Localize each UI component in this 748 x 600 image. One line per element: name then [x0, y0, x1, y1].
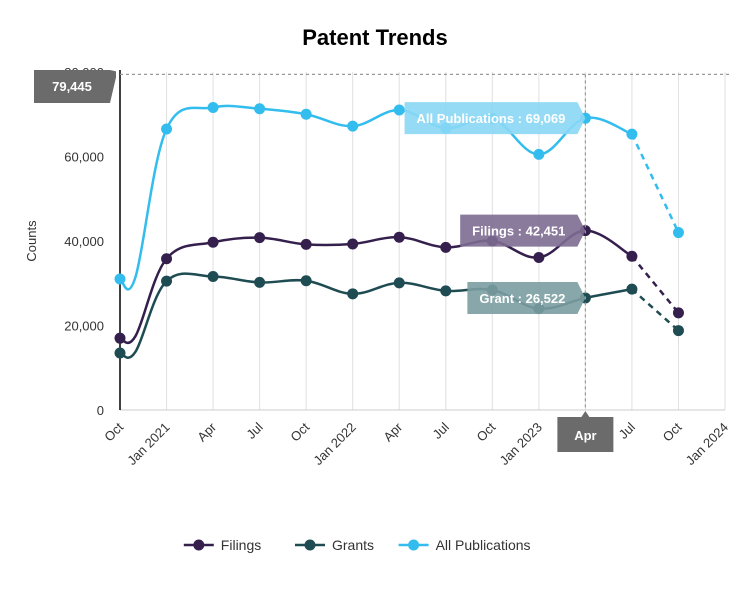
- tooltip-text: All Publications : 69,069: [417, 111, 566, 126]
- legend-swatch-marker: [193, 539, 205, 551]
- data-point: [254, 232, 266, 244]
- chart-title: Patent Trends: [302, 25, 447, 50]
- tooltip: Grant : 26,522: [467, 281, 586, 314]
- data-point: [161, 253, 173, 265]
- series-projection-line: [630, 255, 680, 314]
- data-point: [440, 285, 452, 297]
- x-tick-label: Jan 2021: [124, 420, 172, 468]
- y-tick-label: 40,000: [64, 234, 104, 249]
- x-tick-label: Jul: [243, 419, 265, 441]
- crosshair-y-label-box: [34, 70, 116, 103]
- legend-item-filings[interactable]: Filings: [183, 537, 261, 553]
- data-point: [393, 277, 405, 289]
- legend-swatch-marker: [408, 539, 420, 551]
- tooltip-box: [467, 281, 586, 314]
- crosshair-x-label-box: [557, 411, 614, 452]
- tooltip-text: Grant : 26,522: [479, 291, 565, 306]
- y-tick-label: 20,000: [64, 319, 104, 334]
- data-point: [254, 276, 266, 288]
- data-point: [114, 332, 126, 344]
- y-tick-label: 0: [97, 403, 104, 418]
- legend-swatch-marker: [304, 539, 316, 551]
- crosshair: 79,445 Apr: [34, 70, 730, 452]
- data-point: [207, 101, 219, 113]
- x-tick-label: Apr: [380, 419, 405, 444]
- data-point: [626, 250, 638, 262]
- legend-item-grants[interactable]: Grants: [295, 537, 374, 553]
- x-tick-label: Oct: [287, 419, 312, 444]
- x-tick-label: Jul: [430, 419, 452, 441]
- tooltips: All Publications : 69,069 Filings : 42,45…: [404, 102, 586, 314]
- data-point: [207, 270, 219, 282]
- x-tick-label: Apr: [194, 419, 219, 444]
- data-point: [626, 283, 638, 295]
- data-point: [533, 148, 545, 160]
- series-projection-line: [630, 133, 680, 234]
- data-point: [300, 108, 312, 120]
- series-filings: [114, 225, 684, 345]
- data-point: [626, 128, 638, 140]
- data-point: [161, 123, 173, 135]
- data-point: [207, 236, 219, 248]
- x-tick-label: Jan 2023: [497, 420, 545, 468]
- data-point: [300, 275, 312, 287]
- data-point: [347, 288, 359, 300]
- tooltip-text: Filings : 42,451: [472, 224, 565, 239]
- tooltip: Filings : 42,451: [460, 214, 586, 247]
- data-point: [114, 347, 126, 359]
- data-point: [672, 227, 684, 239]
- tooltip-box: [404, 102, 586, 135]
- x-tick-label: Jan 2024: [683, 420, 731, 468]
- data-point: [254, 103, 266, 115]
- data-point: [393, 231, 405, 243]
- data-point: [672, 325, 684, 337]
- x-tick-label: Oct: [474, 419, 499, 444]
- legend-label: Grants: [332, 537, 374, 553]
- x-tick-label: Jul: [616, 419, 638, 441]
- data-point: [440, 241, 452, 253]
- crosshair-x-label: Apr: [574, 428, 596, 443]
- series-projection-line: [631, 288, 680, 332]
- data-point: [347, 120, 359, 132]
- y-axis-title: Counts: [24, 220, 39, 262]
- legend[interactable]: Filings Grants All Publications: [183, 537, 531, 553]
- legend-label: All Publications: [436, 537, 531, 553]
- tooltip-box: [460, 214, 586, 247]
- tooltip: All Publications : 69,069: [404, 102, 586, 135]
- data-point: [347, 238, 359, 250]
- data-point: [114, 273, 126, 285]
- data-point: [533, 251, 545, 263]
- x-tick-label: Oct: [101, 419, 126, 444]
- x-tick-label: Oct: [660, 419, 685, 444]
- data-point: [672, 307, 684, 319]
- data-point: [161, 275, 173, 287]
- legend-item-all-publications[interactable]: All Publications: [398, 537, 531, 553]
- crosshair-y-label: 79,445: [52, 79, 92, 94]
- x-tick-label: Jan 2022: [310, 420, 358, 468]
- data-point: [300, 238, 312, 250]
- y-tick-label: 60,000: [64, 150, 104, 165]
- data-point: [393, 104, 405, 116]
- legend-label: Filings: [221, 537, 261, 553]
